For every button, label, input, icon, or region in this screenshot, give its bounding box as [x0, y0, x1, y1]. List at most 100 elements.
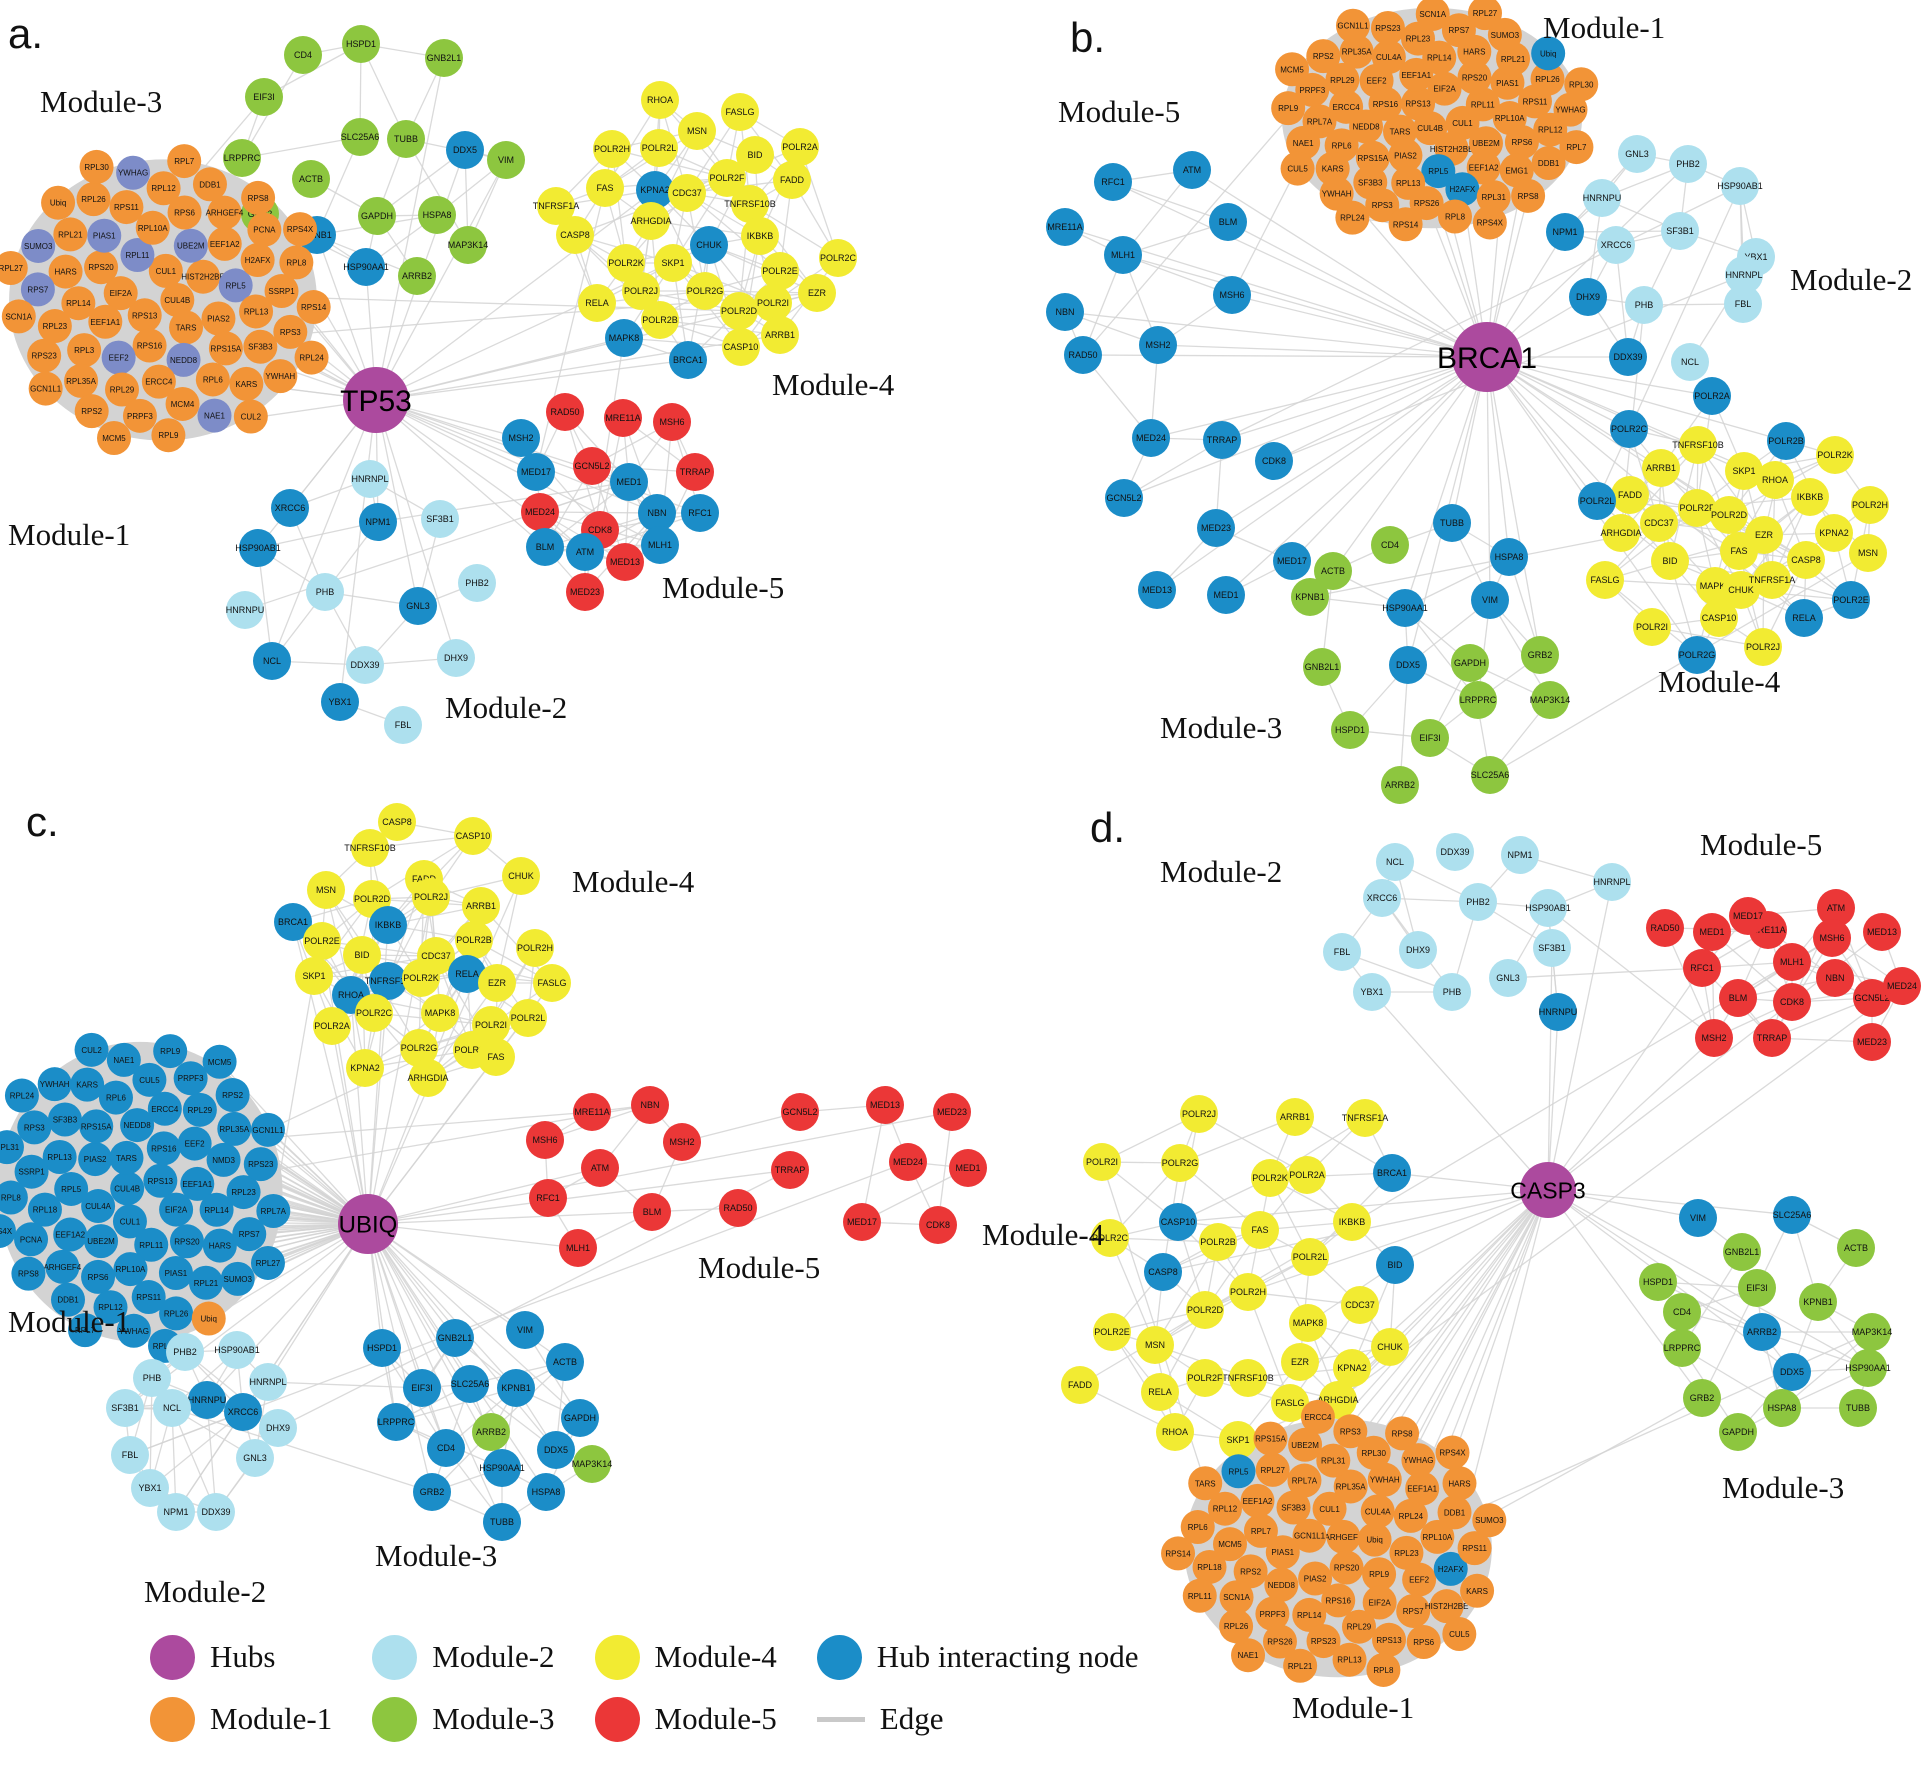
node-CASP8 [1787, 541, 1825, 579]
node-label-RPL31: RPL31 [0, 1143, 20, 1152]
node-BID [1376, 1246, 1414, 1284]
node-FBL [111, 1436, 149, 1474]
node-RELA [1141, 1373, 1179, 1411]
module-module-3: GNB2L1 VIM HSPD1 ACTB EIF3I SLC25A6 KPNB1 LRPPR… [363, 1311, 612, 1541]
node-RPS13 [143, 1163, 178, 1198]
node-GRB2 [413, 1473, 451, 1511]
node-label-GAPDH: GAPDH [361, 211, 393, 221]
node-POLR2B [1767, 422, 1805, 460]
node-label-RPS4X: RPS4X [1439, 1449, 1466, 1458]
node-MAP3K14 [573, 1445, 611, 1483]
node-label-ATM: ATM [1183, 165, 1201, 175]
node-GNL3 [1489, 959, 1527, 997]
node-HSPD1 [1639, 1263, 1677, 1301]
node-label-MAPK8: MAPK8 [425, 1008, 456, 1018]
node-CUL1 [112, 1204, 147, 1239]
node-RPL5 [218, 268, 253, 303]
node-NCL [153, 1389, 191, 1427]
node-RPS11 [109, 190, 144, 225]
node-label-RPS2: RPS2 [1240, 1567, 1261, 1576]
node-label-PRPF3: PRPF3 [178, 1074, 204, 1083]
node-CUL5 [132, 1062, 167, 1097]
node-MCM5 [202, 1044, 237, 1079]
node-label-RPL14: RPL14 [1427, 54, 1452, 63]
node-MAPK8 [1289, 1304, 1327, 1342]
node-BRCA1 [274, 903, 312, 941]
node-GAPDH [561, 1399, 599, 1437]
node-HNRNPU [226, 591, 264, 629]
module-module-3: CD4 HSPD1 GNB2L1 EIF3I SLC25A6 TUBB DDX5 VIM LRP… [223, 25, 525, 295]
node-MED13 [606, 543, 644, 581]
node-label-PRPF3: PRPF3 [1260, 1610, 1286, 1619]
node-RFC1 [1094, 163, 1132, 201]
node-label-Ubiq: Ubiq [50, 199, 66, 208]
node-PCNA [247, 212, 282, 247]
node-label-RPS20: RPS20 [174, 1237, 200, 1246]
node-label-EEF1A2: EEF1A2 [55, 1231, 85, 1240]
node-RPS2 [1233, 1554, 1268, 1589]
node-label-GCN1L1: GCN1L1 [252, 1126, 284, 1135]
node-label-RPL7: RPL7 [1251, 1527, 1272, 1536]
node-label-GCN5L2: GCN5L2 [1106, 493, 1141, 503]
node-label-POLR2K: POLR2K [403, 973, 439, 983]
node-ATM [581, 1149, 619, 1187]
node-RPL35A [64, 363, 99, 398]
node-POLR2I [754, 284, 792, 322]
node-label-TRRAP: TRRAP [680, 467, 711, 477]
node-NCL [253, 642, 291, 680]
node-MSH2 [663, 1123, 701, 1161]
hub-node-UBIQ [338, 1194, 398, 1254]
node-FAS [477, 1038, 515, 1076]
node-label-RPS13: RPS13 [1376, 1636, 1402, 1645]
node-label-KPNA2: KPNA2 [1819, 528, 1849, 538]
node-RPL29 [182, 1092, 217, 1127]
node-label-ARRB1: ARRB1 [765, 330, 795, 340]
node-label-CASP10: CASP10 [1161, 1217, 1196, 1227]
node-MSN [307, 871, 345, 909]
node-label-POLR2F: POLR2F [1187, 1373, 1223, 1383]
node-ATM [1817, 889, 1855, 927]
module-module-1: CUL4B RPS13 CUL1 TARS EIF2A CUL4A RPS16 RPL11 PI… [0, 1032, 291, 1363]
node-label-KPNB1: KPNB1 [1803, 1297, 1833, 1307]
node-MSN [678, 112, 716, 150]
node-POLR2B [641, 301, 679, 339]
node-PIAS2 [1298, 1561, 1333, 1596]
node-label-SKP1: SKP1 [1732, 466, 1755, 476]
node-label-DDX5: DDX5 [453, 145, 477, 155]
node-HNRNPL [351, 460, 389, 498]
node-CHUK [502, 857, 540, 895]
node-POLR2F [708, 159, 746, 197]
node-MED23 [566, 573, 604, 611]
node-label-HSP90AB1: HSP90AB1 [1717, 181, 1763, 191]
node-CDC37 [1640, 504, 1678, 542]
node-label-GNB2L1: GNB2L1 [438, 1333, 473, 1343]
node-ARRB1 [1642, 449, 1680, 487]
node-MRE11A [1046, 208, 1084, 246]
node-GAPDH [358, 197, 396, 235]
node-GNL3 [236, 1439, 274, 1477]
node-YBX1 [131, 1469, 169, 1507]
node-label-DHX9: DHX9 [1576, 292, 1600, 302]
node-label-GCN1L1: GCN1L1 [1294, 1532, 1326, 1541]
node-label-KARS: KARS [235, 380, 257, 389]
node-RPL13 [239, 294, 274, 329]
node-DDX5 [446, 131, 484, 169]
node-label-RPL31: RPL31 [1321, 1457, 1346, 1466]
node-POLR2B [1199, 1223, 1237, 1261]
node-label-MAPK8: MAPK8 [609, 333, 640, 343]
node-label-DHX9: DHX9 [266, 1423, 290, 1433]
node-label-RPL35A: RPL35A [1336, 1482, 1366, 1491]
node-POLR2H [593, 130, 631, 168]
module-label-module-5: Module-5 [698, 1250, 820, 1285]
node-label-MED23: MED23 [1857, 1037, 1887, 1047]
node-label-EIF2A: EIF2A [1433, 85, 1456, 94]
node-label-RPL18: RPL18 [1197, 1563, 1222, 1572]
node-label-GRB2: GRB2 [1528, 650, 1553, 660]
node-EZR [798, 274, 836, 312]
node-label-HNRNPU: HNRNPU [1583, 193, 1622, 203]
node-RPS15A [79, 1109, 114, 1144]
node-RPS11 [1457, 1531, 1492, 1566]
node-label-RPL26: RPL26 [1535, 75, 1560, 84]
node-KPNA2 [1333, 1349, 1371, 1387]
node-RPL24 [1335, 200, 1370, 235]
